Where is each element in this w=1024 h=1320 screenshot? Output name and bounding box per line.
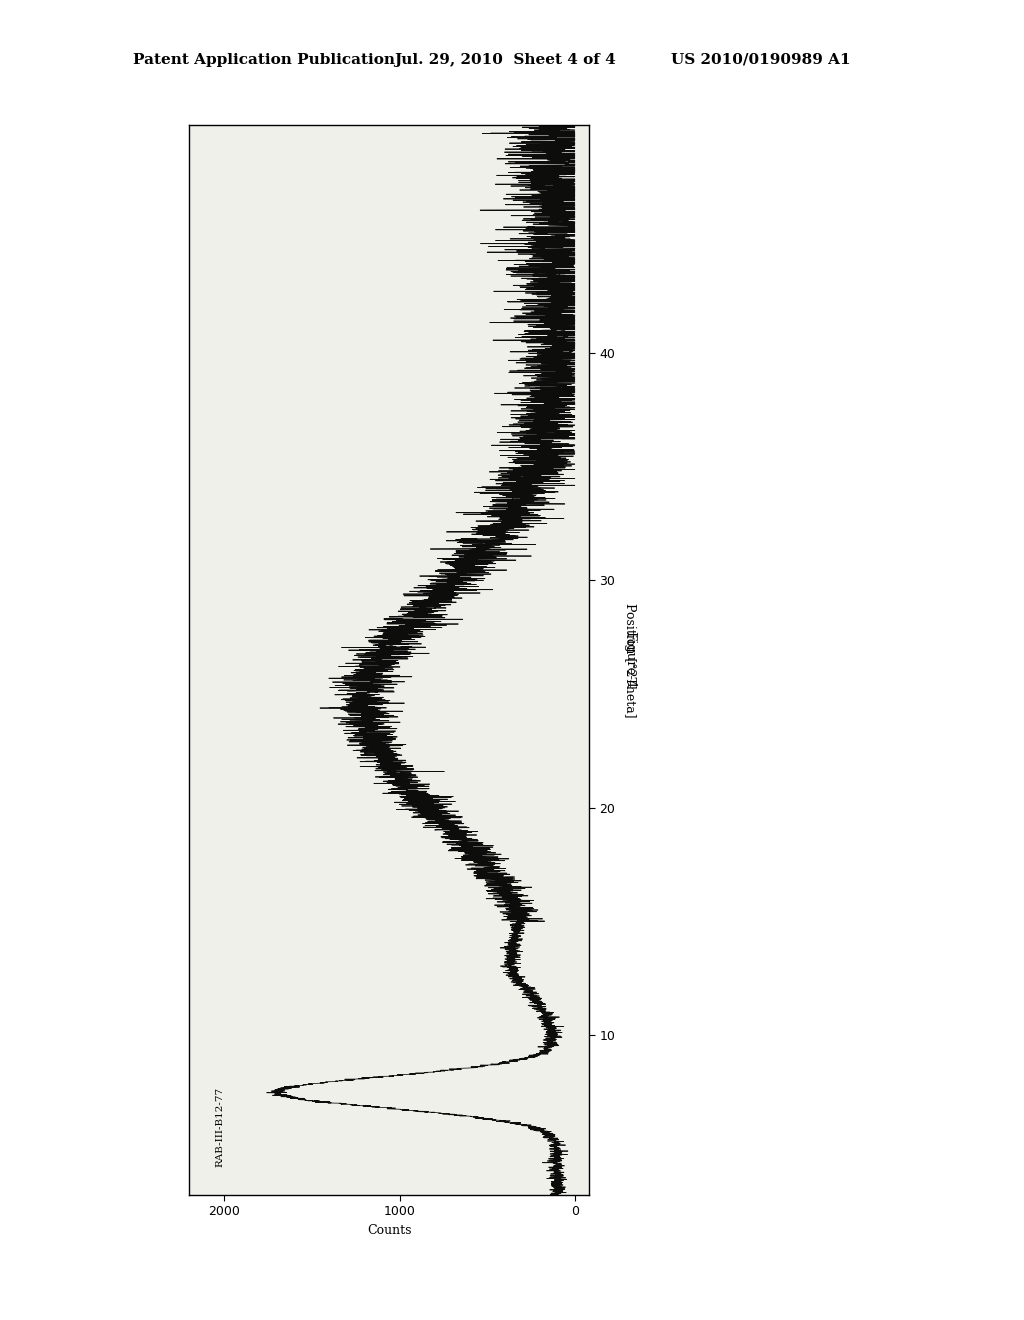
Text: Patent Application Publication: Patent Application Publication: [133, 53, 395, 67]
X-axis label: Counts: Counts: [367, 1224, 412, 1237]
Text: Figure-4: Figure-4: [624, 631, 636, 689]
Text: US 2010/0190989 A1: US 2010/0190989 A1: [671, 53, 850, 67]
Text: RAB-III-B12-77: RAB-III-B12-77: [216, 1088, 224, 1167]
Text: Jul. 29, 2010  Sheet 4 of 4: Jul. 29, 2010 Sheet 4 of 4: [394, 53, 616, 67]
Y-axis label: Position [°2Theta]: Position [°2Theta]: [625, 603, 637, 717]
